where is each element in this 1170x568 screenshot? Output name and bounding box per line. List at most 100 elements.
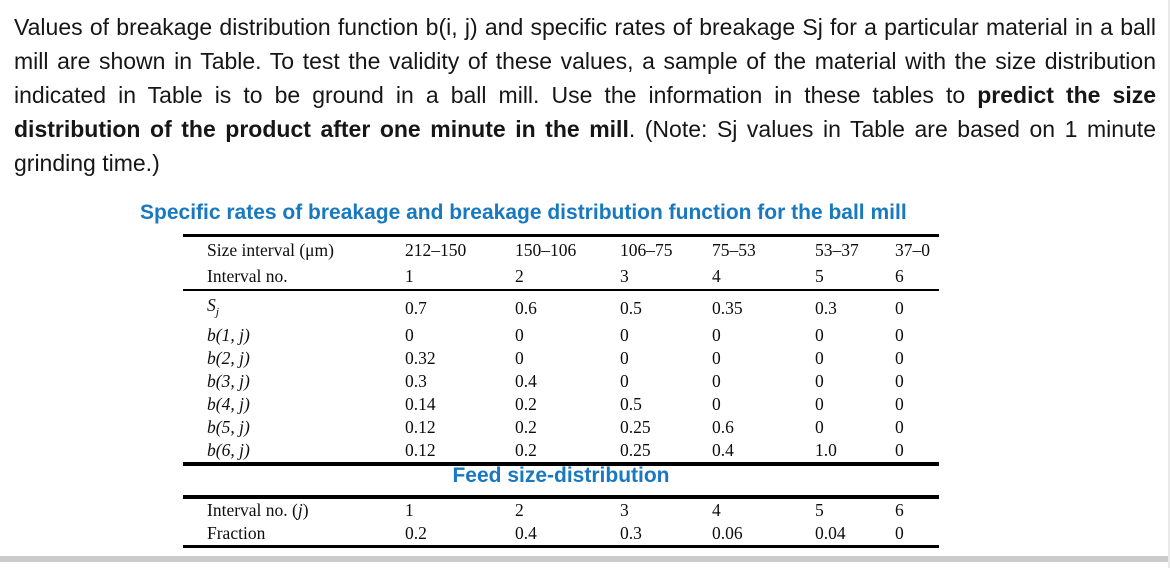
- value-cell: 0.7: [405, 298, 427, 319]
- problem-text-intro: Values of breakage distribution function…: [14, 14, 1156, 108]
- value-cell: 0: [895, 416, 904, 437]
- value-cell: 0.25: [620, 439, 651, 460]
- value-cell: 1: [405, 500, 414, 520]
- value-cell: 0: [895, 439, 904, 460]
- value-cell: 0.35: [712, 298, 743, 319]
- value-cell: 0.3: [815, 298, 837, 319]
- table-row: Interval no. 1 2 3 4 5 6: [183, 263, 939, 291]
- feed-table-body: Interval no. (j) 1 2 3 4 5 6 Fraction 0.2 0.4 0.3 0…: [183, 497, 939, 547]
- row-label: b(6, j): [207, 439, 250, 460]
- row-label: b(5, j): [207, 416, 250, 437]
- row-label: Interval no. (j): [207, 500, 309, 520]
- row-label: b(1, j): [207, 324, 250, 345]
- value-cell: 0: [515, 324, 524, 345]
- value-cell: 0: [712, 393, 721, 414]
- row-label: b(3, j): [207, 370, 250, 391]
- table-row: b(3, j) 0.3 0.4 0 0 0 0: [183, 370, 939, 393]
- value-cell: 0: [895, 523, 904, 543]
- breakage-table-body: Sj 0.7 0.6 0.5 0.35 0.3 0 b(1, j) 0 0 0 0 0 0 b(2, j) 0…: [183, 290, 939, 464]
- value-cell: 0.32: [405, 347, 436, 368]
- value-cell: 0.12: [405, 416, 436, 437]
- value-cell: 0.2: [515, 439, 537, 460]
- feed-table: Interval no. (j) 1 2 3 4 5 6 Fraction 0.2 0.4 0.3 0…: [183, 495, 939, 548]
- value-cell: 2: [515, 263, 620, 291]
- table-row: b(6, j) 0.12 0.2 0.25 0.4 1.0 0: [183, 439, 939, 464]
- value-cell: 0: [895, 370, 904, 391]
- value-cell: 2: [515, 500, 524, 520]
- value-cell: 0: [712, 370, 721, 391]
- value-cell: 0.5: [620, 298, 642, 319]
- value-cell: 0: [405, 324, 414, 345]
- row-label: b(2, j): [207, 347, 250, 368]
- value-cell: 150–106: [515, 240, 577, 260]
- value-cell: 0: [620, 324, 629, 345]
- value-cell: 5: [815, 500, 824, 520]
- feed-table-grid: Interval no. (j) 1 2 3 4 5 6 Fraction 0.2 0.4 0.3 0…: [183, 495, 939, 548]
- value-cell: 106–75: [620, 240, 673, 260]
- problem-text-note: . (Note: Sj values in Table are based on…: [14, 116, 1156, 176]
- value-cell: 0: [815, 324, 824, 345]
- value-cell: 0: [895, 347, 904, 368]
- value-cell: 0.14: [405, 393, 436, 414]
- value-cell: 0.3: [405, 370, 427, 391]
- value-cell: 5: [815, 263, 895, 291]
- problem-statement: Values of breakage distribution function…: [14, 10, 1156, 180]
- value-cell: 3: [620, 500, 629, 520]
- breakage-table: Size interval (μm) 212–150 150–106 106–75 75…: [183, 234, 939, 466]
- table-row: b(4, j) 0.14 0.2 0.5 0 0 0: [183, 393, 939, 416]
- table-row: Size interval (μm) 212–150 150–106 106–75 75…: [183, 236, 939, 264]
- value-cell: 0.2: [515, 416, 537, 437]
- problem-text-bold-task: predict the size distribution of the pro…: [14, 82, 1156, 142]
- table-row: b(5, j) 0.12 0.2 0.25 0.6 0 0: [183, 416, 939, 439]
- value-cell: 1.0: [815, 439, 837, 460]
- value-cell: 0: [895, 298, 904, 319]
- row-label: Sj: [207, 295, 220, 319]
- value-cell: 6: [895, 263, 939, 291]
- table-row: Fraction 0.2 0.4 0.3 0.06 0.04 0: [183, 522, 939, 547]
- value-cell: 0.3: [620, 523, 642, 543]
- value-cell: 0.04: [815, 523, 846, 543]
- value-cell: 0.4: [515, 523, 537, 543]
- value-cell: 0: [515, 347, 524, 368]
- value-cell: 0: [815, 347, 824, 368]
- value-cell: 6: [895, 500, 904, 520]
- value-cell: 3: [620, 263, 712, 291]
- value-cell: 0.6: [712, 416, 734, 437]
- row-label: b(4, j): [207, 393, 250, 414]
- value-cell: 0.4: [515, 370, 537, 391]
- value-cell: 0.2: [515, 393, 537, 414]
- table-row: b(1, j) 0 0 0 0 0 0: [183, 324, 939, 347]
- row-label: Size interval (μm): [207, 240, 334, 260]
- value-cell: 53–37: [815, 240, 859, 260]
- value-cell: 0.06: [712, 523, 743, 543]
- value-cell: 0: [815, 393, 824, 414]
- value-cell: 0: [620, 370, 629, 391]
- value-cell: 0: [895, 324, 904, 345]
- value-cell: 75–53: [712, 240, 756, 260]
- value-cell: 0.2: [405, 523, 427, 543]
- value-cell: 4: [712, 263, 815, 291]
- row-label: Interval no.: [183, 263, 405, 291]
- value-cell: 0: [895, 393, 904, 414]
- breakage-table-title: Specific rates of breakage and breakage …: [140, 201, 907, 224]
- table-row: Sj 0.7 0.6 0.5 0.35 0.3 0: [183, 290, 939, 324]
- table-row: b(2, j) 0.32 0 0 0 0 0: [183, 347, 939, 370]
- value-cell: 0: [815, 370, 824, 391]
- row-label: Fraction: [207, 523, 266, 543]
- value-cell: 0: [712, 347, 721, 368]
- value-cell: 0.12: [405, 439, 436, 460]
- breakage-table-header: Size interval (μm) 212–150 150–106 106–75 75…: [183, 236, 939, 291]
- value-cell: 0: [712, 324, 721, 345]
- value-cell: 0: [620, 347, 629, 368]
- value-cell: 0.6: [515, 298, 537, 319]
- breakage-table-grid: Size interval (μm) 212–150 150–106 106–75 75…: [183, 234, 939, 466]
- value-cell: 0.5: [620, 393, 642, 414]
- bottom-divider: [0, 556, 1168, 562]
- value-cell: 37–0: [895, 240, 930, 260]
- value-cell: 0: [815, 416, 824, 437]
- value-cell: 212–150: [405, 240, 467, 260]
- value-cell: 1: [405, 263, 515, 291]
- value-cell: 0.4: [712, 439, 734, 460]
- value-cell: 0.25: [620, 416, 651, 437]
